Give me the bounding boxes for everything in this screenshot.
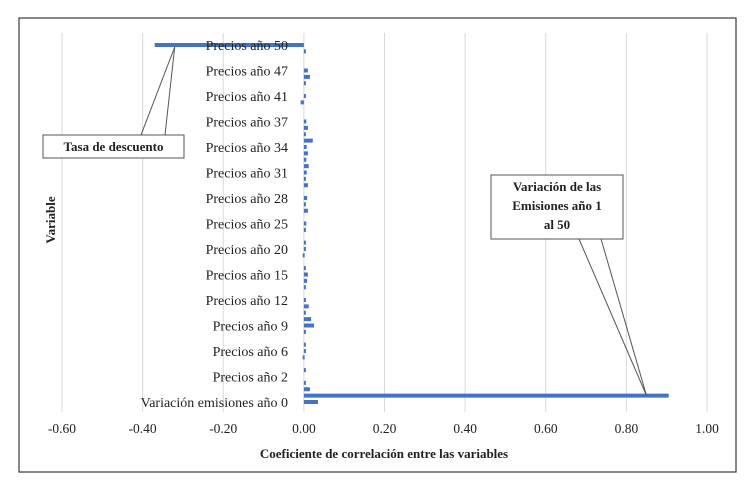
x-tick-label: -0.40 <box>129 421 157 436</box>
bar <box>303 323 314 328</box>
y-tick-label: Precios año 25 <box>206 218 288 233</box>
bar <box>300 100 304 105</box>
callout-label: Variación de las <box>513 179 601 194</box>
x-tick-label: -0.60 <box>48 421 76 436</box>
bar <box>303 368 306 373</box>
x-tick-label: 0.40 <box>453 421 477 436</box>
bar <box>302 253 305 258</box>
bar <box>303 227 306 232</box>
bar <box>303 157 307 162</box>
bar <box>303 164 309 169</box>
callout-box <box>42 134 185 159</box>
bar <box>303 266 306 271</box>
bar <box>303 298 306 302</box>
x-tick-label: 1.00 <box>695 421 719 436</box>
y-tick-label: Precios año 28 <box>206 192 288 207</box>
callout-label: al 50 <box>544 217 570 232</box>
bar <box>303 138 313 143</box>
bar <box>303 400 318 404</box>
bar <box>303 94 306 98</box>
bar <box>303 380 306 385</box>
bar <box>303 208 308 213</box>
x-tick-label: -0.20 <box>209 421 237 436</box>
bar <box>303 317 312 322</box>
bar <box>303 393 669 398</box>
bar <box>303 304 309 309</box>
y-tick-labels: Precios año 50 Precios año 47 Precios año … <box>141 39 288 411</box>
bar <box>303 221 307 226</box>
bar <box>303 247 306 251</box>
x-tick-label: 0.60 <box>534 421 558 436</box>
x-tick-labels: -0.60 -0.40 -0.20 0.00 0.20 0.40 0.60 0.80 1.00 <box>48 421 719 436</box>
y-axis-title: Variable <box>43 196 58 243</box>
bar <box>303 310 306 315</box>
callout-label: Emisiones año 1 <box>512 198 602 213</box>
bar <box>303 145 307 149</box>
y-tick-label: Precios año 47 <box>206 65 288 80</box>
bar <box>303 132 306 137</box>
bar <box>303 349 306 353</box>
callout-label: Tasa de descuento <box>64 139 164 154</box>
y-tick-label: Precios año 6 <box>213 345 288 360</box>
bar <box>303 176 306 181</box>
bar <box>303 119 307 124</box>
bars <box>154 43 669 404</box>
bar <box>303 329 306 334</box>
bar <box>303 183 308 188</box>
y-tick-label: Variación emisiones año 0 <box>141 396 288 411</box>
bar <box>303 278 308 283</box>
bar <box>154 43 304 47</box>
bar <box>303 125 308 130</box>
bar <box>303 387 310 392</box>
bar <box>303 49 306 54</box>
y-tick-label: Precios año 34 <box>206 141 288 156</box>
bar <box>303 202 306 207</box>
y-tick-label: Precios año 12 <box>206 294 288 309</box>
bar <box>303 81 306 86</box>
bar <box>303 285 306 290</box>
callout-leader <box>578 238 647 396</box>
y-tick-label: Precios año 50 <box>206 39 288 54</box>
callout-leader <box>600 238 648 396</box>
y-tick-label: Precios año 9 <box>213 320 288 335</box>
bar <box>303 272 308 277</box>
y-tick-label: Precios año 31 <box>206 167 288 182</box>
x-tick-label: 0.80 <box>615 421 639 436</box>
y-tick-label: Precios año 37 <box>206 116 288 131</box>
chart-border <box>18 17 737 473</box>
bar <box>302 355 305 360</box>
y-tick-label: Precios año 2 <box>213 371 288 386</box>
callout-leader <box>140 46 176 136</box>
bar <box>303 240 306 245</box>
bar <box>303 74 310 79</box>
callouts: Tasa de descuento Variación de las Emision… <box>42 46 648 396</box>
x-tick-label: 0.00 <box>292 421 316 436</box>
bar <box>303 342 306 347</box>
x-axis-title: Coeficiente de correlación entre las var… <box>260 446 508 461</box>
bar <box>303 151 308 156</box>
y-tick-label: Precios año 41 <box>206 90 288 105</box>
bar <box>303 196 308 200</box>
y-tick-label: Precios año 15 <box>206 269 288 284</box>
y-tick-label: Precios año 20 <box>206 243 288 258</box>
x-tick-label: 0.20 <box>373 421 397 436</box>
callout-leader <box>164 46 176 136</box>
bar <box>303 68 308 73</box>
bar <box>303 170 307 175</box>
callout-box <box>490 174 624 240</box>
